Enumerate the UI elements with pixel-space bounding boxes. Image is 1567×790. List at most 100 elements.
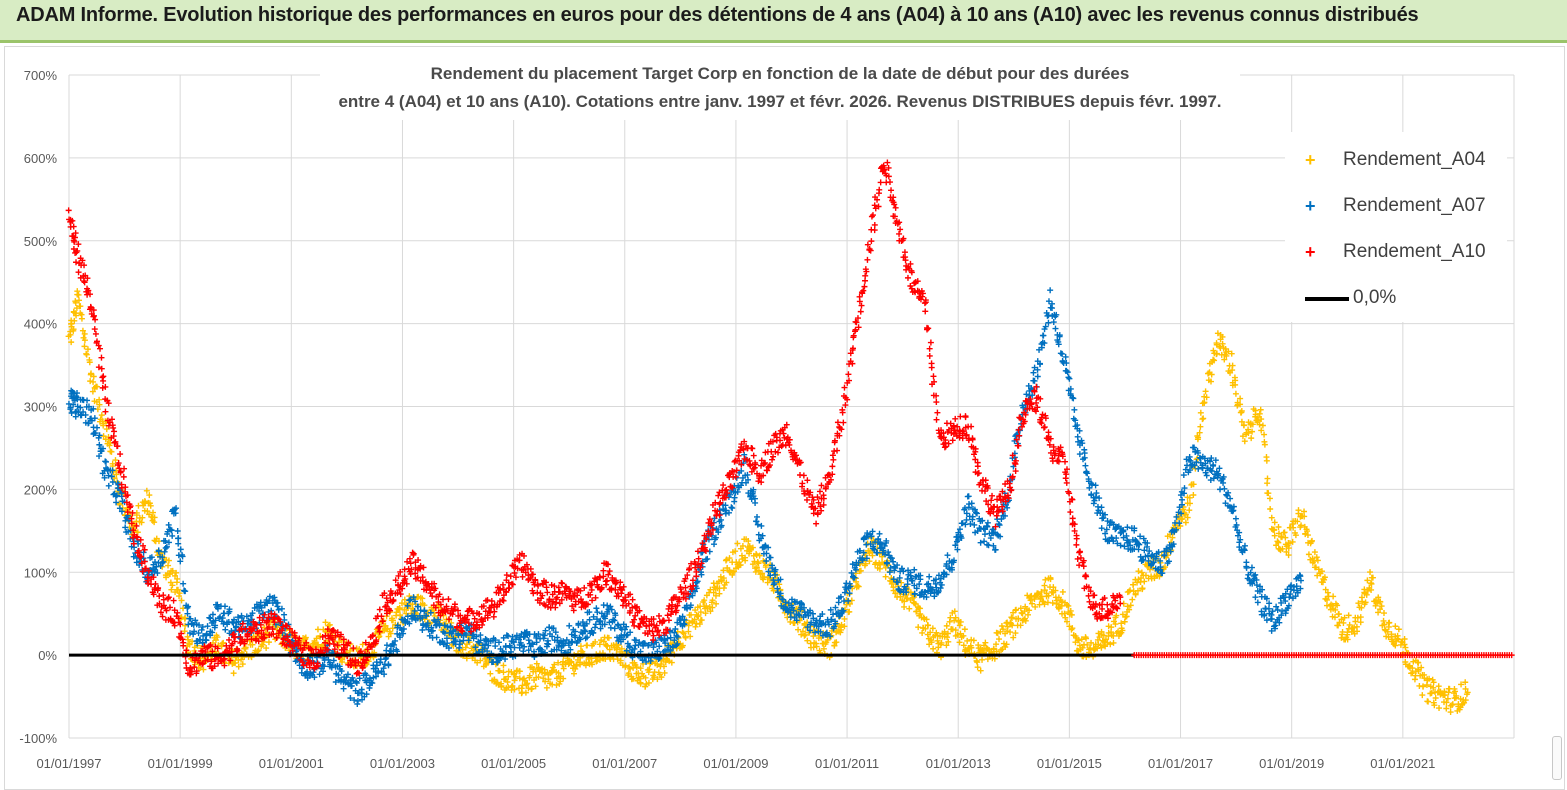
data-point-rendement-a10 bbox=[390, 597, 397, 604]
data-point-rendement-a04 bbox=[516, 668, 523, 675]
data-point-rendement-a04 bbox=[86, 359, 93, 366]
data-point-rendement-a04 bbox=[151, 519, 158, 526]
data-point-rendement-a04 bbox=[396, 604, 403, 611]
data-point-rendement-a04 bbox=[1447, 709, 1454, 716]
data-point-rendement-a10 bbox=[804, 477, 811, 484]
data-point-rendement-a04 bbox=[173, 569, 180, 576]
data-point-rendement-a04 bbox=[260, 638, 267, 645]
data-point-rendement-a07 bbox=[1221, 485, 1228, 492]
data-point-rendement-a07 bbox=[1243, 559, 1250, 566]
data-point-rendement-a04 bbox=[944, 634, 951, 641]
data-point-rendement-a04 bbox=[141, 498, 148, 505]
data-point-rendement-a07 bbox=[221, 603, 228, 610]
data-point-rendement-a10 bbox=[834, 419, 841, 426]
data-point-rendement-a07 bbox=[222, 626, 229, 633]
data-point-rendement-a04 bbox=[685, 628, 692, 635]
data-point-rendement-a04 bbox=[642, 674, 649, 681]
data-point-rendement-a04 bbox=[660, 663, 667, 670]
data-point-rendement-a04 bbox=[692, 623, 699, 630]
data-point-rendement-a04 bbox=[555, 669, 562, 676]
data-point-rendement-a07 bbox=[520, 648, 527, 655]
data-point-rendement-a10 bbox=[97, 345, 104, 352]
data-point-rendement-a04 bbox=[924, 622, 931, 629]
data-point-rendement-a07 bbox=[1063, 367, 1070, 374]
data-point-rendement-a04 bbox=[755, 560, 762, 567]
data-point-rendement-a04 bbox=[1268, 514, 1275, 521]
data-point-rendement-a04 bbox=[459, 646, 466, 653]
data-point-rendement-a04 bbox=[742, 557, 749, 564]
data-point-rendement-a10 bbox=[73, 259, 80, 266]
data-point-rendement-a04 bbox=[542, 678, 549, 685]
data-point-rendement-a10 bbox=[91, 326, 98, 333]
data-point-rendement-a04 bbox=[1392, 623, 1399, 630]
data-point-rendement-a04 bbox=[523, 681, 530, 688]
data-point-rendement-a04 bbox=[84, 346, 91, 353]
data-point-rendement-a04 bbox=[945, 638, 952, 645]
x-tick-label: 01/01/2019 bbox=[1259, 756, 1324, 771]
data-point-rendement-a04 bbox=[654, 661, 661, 668]
data-point-rendement-a04 bbox=[175, 586, 182, 593]
data-point-rendement-a04 bbox=[956, 639, 963, 646]
data-point-rendement-a04 bbox=[919, 629, 926, 636]
data-point-rendement-a04 bbox=[679, 629, 686, 636]
data-point-rendement-a04 bbox=[795, 626, 802, 633]
data-point-rendement-a04 bbox=[990, 645, 997, 652]
data-point-rendement-a04 bbox=[592, 638, 599, 645]
data-point-rendement-a04 bbox=[184, 633, 191, 640]
data-point-rendement-a04 bbox=[913, 608, 920, 615]
data-point-rendement-a04 bbox=[474, 659, 481, 666]
data-point-rendement-a07 bbox=[180, 580, 187, 587]
data-point-rendement-a04 bbox=[1435, 683, 1442, 690]
data-point-rendement-a07 bbox=[281, 611, 288, 618]
data-point-rendement-a04 bbox=[577, 643, 584, 650]
data-point-rendement-a10 bbox=[840, 419, 847, 426]
data-point-rendement-a04 bbox=[776, 581, 783, 588]
data-point-rendement-a04 bbox=[1261, 431, 1268, 438]
data-point-rendement-a04 bbox=[346, 647, 353, 654]
data-point-rendement-a04 bbox=[1367, 569, 1374, 576]
data-point-rendement-a04 bbox=[695, 612, 702, 619]
data-point-rendement-a04 bbox=[1266, 495, 1273, 502]
data-point-rendement-a04 bbox=[917, 605, 924, 612]
data-point-rendement-a04 bbox=[618, 645, 625, 652]
data-point-rendement-a07 bbox=[1203, 472, 1210, 479]
data-point-rendement-a04 bbox=[431, 612, 438, 619]
data-point-rendement-a07 bbox=[310, 669, 317, 676]
data-point-rendement-a04 bbox=[235, 663, 242, 670]
data-point-rendement-a04 bbox=[67, 328, 74, 335]
data-point-rendement-a07 bbox=[566, 622, 573, 629]
data-point-rendement-a04 bbox=[106, 442, 113, 449]
data-point-rendement-a04 bbox=[698, 617, 705, 624]
data-point-rendement-a04 bbox=[637, 665, 644, 672]
chart-svg: 700%600%500%400%300%200%100%0%-100%01/01… bbox=[19, 68, 1515, 771]
y-tick-label: -100% bbox=[19, 731, 57, 746]
data-point-rendement-a10 bbox=[543, 584, 550, 591]
data-point-rendement-a07 bbox=[1252, 594, 1259, 601]
data-point-rendement-a04 bbox=[94, 383, 101, 390]
data-point-rendement-a04 bbox=[172, 572, 179, 579]
data-point-rendement-a10 bbox=[769, 456, 776, 463]
data-point-rendement-a04 bbox=[960, 642, 967, 649]
data-point-rendement-a10 bbox=[167, 604, 174, 611]
data-point-rendement-a04 bbox=[522, 689, 529, 696]
data-point-rendement-a07 bbox=[1076, 451, 1083, 458]
data-point-rendement-a04 bbox=[930, 645, 937, 652]
data-point-rendement-a04 bbox=[90, 373, 97, 380]
data-point-rendement-a04 bbox=[143, 487, 150, 494]
data-point-rendement-a07 bbox=[656, 643, 663, 650]
data-point-rendement-a04 bbox=[81, 337, 88, 344]
data-point-rendement-a07 bbox=[1030, 369, 1037, 376]
x-tick-label: 01/01/1999 bbox=[148, 756, 213, 771]
data-point-rendement-a10 bbox=[102, 408, 109, 415]
data-point-rendement-a04 bbox=[81, 343, 88, 350]
data-point-rendement-a07 bbox=[1191, 444, 1198, 451]
data-point-rendement-a04 bbox=[182, 614, 189, 621]
data-point-rendement-a04 bbox=[524, 680, 531, 687]
data-point-rendement-a04 bbox=[174, 575, 181, 582]
data-point-rendement-a07 bbox=[105, 482, 112, 489]
data-point-rendement-a10 bbox=[81, 279, 88, 286]
data-point-rendement-a04 bbox=[1271, 519, 1278, 526]
data-point-rendement-a10 bbox=[117, 451, 124, 458]
data-point-rendement-a04 bbox=[511, 677, 518, 684]
data-point-rendement-a04 bbox=[526, 672, 533, 679]
